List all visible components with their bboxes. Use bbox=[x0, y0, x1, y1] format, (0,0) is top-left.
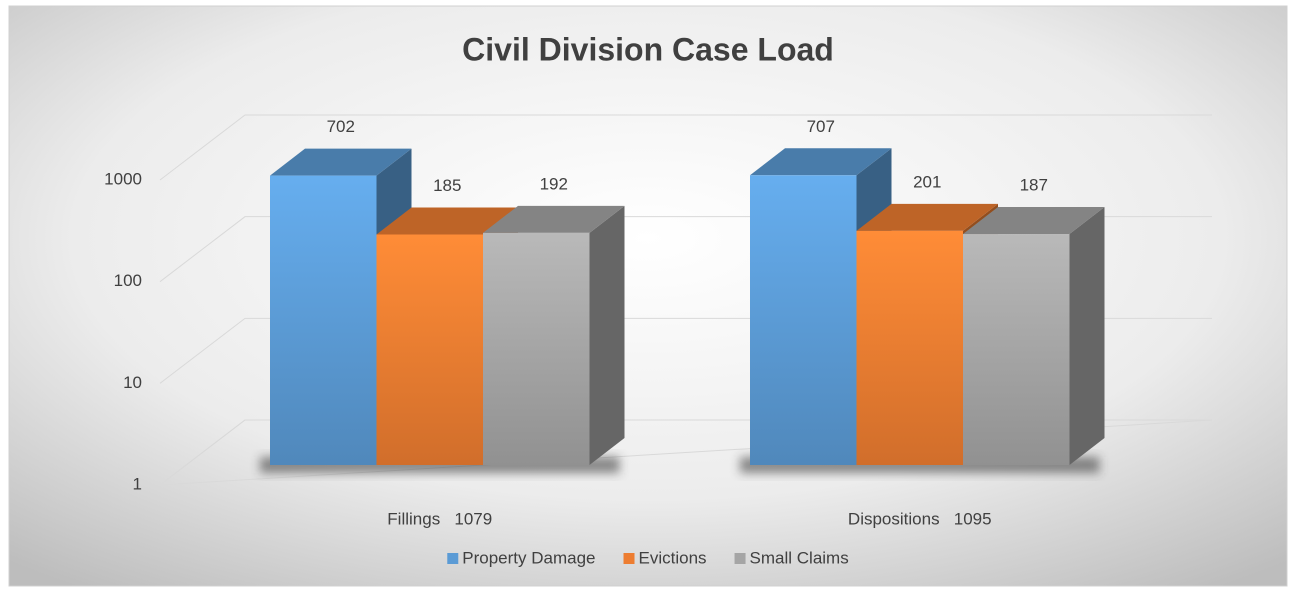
bar-top bbox=[376, 207, 518, 235]
legend-label: Property Damage bbox=[462, 548, 595, 567]
legend-label: Evictions bbox=[639, 548, 707, 567]
bar-top bbox=[750, 148, 892, 176]
legend-label: Small Claims bbox=[750, 548, 849, 567]
x-tick-label: Dispositions 1095 bbox=[848, 509, 992, 528]
bar bbox=[856, 230, 963, 465]
data-label: 185 bbox=[433, 176, 461, 195]
data-label: 702 bbox=[327, 117, 355, 136]
y-tick-label: 100 bbox=[114, 271, 142, 290]
bar-side bbox=[589, 205, 625, 465]
data-label: 192 bbox=[540, 174, 568, 193]
data-label: 201 bbox=[913, 172, 941, 191]
legend-swatch bbox=[734, 553, 746, 564]
y-tick-label: 1 bbox=[133, 474, 142, 493]
chart-title: Civil Division Case Load bbox=[462, 31, 834, 67]
data-label: 187 bbox=[1020, 176, 1048, 195]
bar-top bbox=[856, 203, 998, 231]
y-tick-label: 1000 bbox=[104, 169, 142, 188]
bar-side bbox=[1069, 207, 1105, 466]
bar bbox=[963, 234, 1070, 465]
bar bbox=[750, 175, 857, 465]
y-tick-label: 10 bbox=[123, 373, 142, 392]
bar bbox=[270, 175, 377, 466]
bar-top bbox=[270, 148, 412, 176]
bar-top bbox=[483, 205, 625, 233]
grid-line bbox=[159, 114, 1212, 181]
bar-top bbox=[963, 207, 1105, 235]
x-tick-label: Fillings 1079 bbox=[387, 509, 492, 528]
legend-swatch bbox=[447, 553, 459, 564]
data-label: 707 bbox=[807, 117, 835, 136]
bar bbox=[376, 234, 483, 465]
bar bbox=[483, 232, 590, 465]
legend-swatch bbox=[623, 553, 635, 564]
